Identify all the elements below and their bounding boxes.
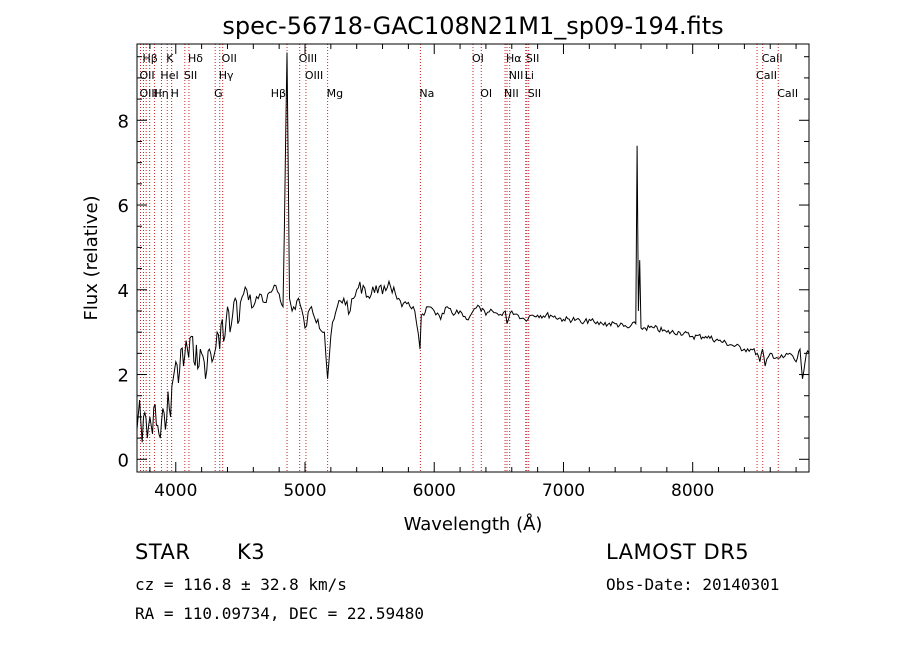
line-marker-labels: Hβ K Hδ OII OIII OI Hα SII CaII OII HeI SII Hγ OIII NI… [139, 52, 798, 100]
line-marker-label: OII [222, 52, 237, 65]
line-marker-label: SII [526, 52, 539, 65]
line-marker-label: Na [419, 87, 434, 100]
plot-frame [136, 43, 810, 473]
survey-name: LAMOST DR5 [606, 540, 750, 564]
sky-coordinates: RA = 110.09734, DEC = 22.59480 [135, 604, 424, 623]
observation-date: Obs-Date: 20140301 [606, 575, 780, 594]
line-marker-label: NII [509, 69, 524, 82]
line-marker-label: OI [480, 87, 492, 100]
line-marker-label: HeI [160, 69, 178, 82]
line-marker-label: Mg [327, 87, 343, 100]
y-tick-label: 4 [118, 281, 129, 302]
line-marker-label: Li [525, 69, 534, 82]
chart-title: spec-56718-GAC108N21M1_sp09-194.fits [222, 12, 723, 40]
line-marker-label: CaII [756, 69, 777, 82]
line-marker-label: K [166, 52, 174, 65]
line-marker-label: OII [139, 69, 154, 82]
line-marker-label: OIII [299, 52, 317, 65]
x-tick-label: 6000 [413, 481, 456, 501]
y-axis-label: Flux (relative) [81, 195, 102, 320]
line-marker-label: CaII [762, 52, 783, 65]
reference-lines [139, 44, 779, 472]
line-marker-label: H [171, 87, 179, 100]
y-tick-label: 6 [118, 196, 129, 217]
x-axis: 4000 5000 6000 7000 8000 [149, 44, 797, 501]
line-marker-label: Hγ [219, 69, 234, 82]
x-tick-label: 7000 [542, 481, 585, 501]
spectrum-line [136, 52, 810, 443]
line-marker-label: OIII [305, 69, 323, 82]
line-marker-label: NII [504, 87, 519, 100]
y-tick-label: 8 [118, 111, 129, 132]
line-marker-label: Hα [506, 52, 522, 65]
y-axis: 0 2 4 6 8 [118, 56, 809, 471]
object-class: STAR [135, 540, 191, 564]
x-tick-label: 4000 [154, 481, 197, 501]
line-marker-label: Hβ [271, 87, 286, 100]
line-marker-label: Hη [153, 87, 168, 100]
line-marker-label: SII [528, 87, 541, 100]
line-marker-label: Hβ [142, 52, 157, 65]
y-tick-label: 2 [118, 366, 129, 387]
line-marker-label: Hδ [188, 52, 203, 65]
y-tick-label: 0 [118, 450, 129, 471]
redshift-value: cz = 116.8 ± 32.8 km/s [135, 575, 347, 594]
line-marker-label: CaII [777, 87, 798, 100]
line-marker-label: SII [184, 69, 197, 82]
x-tick-label: 8000 [671, 481, 714, 501]
object-subclass: K3 [237, 540, 266, 564]
line-marker-label: OI [472, 52, 484, 65]
line-marker-label: G [214, 87, 223, 100]
x-axis-label: Wavelength (Å) [404, 513, 543, 535]
line-marker-label: OIII [139, 87, 157, 100]
x-tick-label: 5000 [283, 481, 326, 501]
